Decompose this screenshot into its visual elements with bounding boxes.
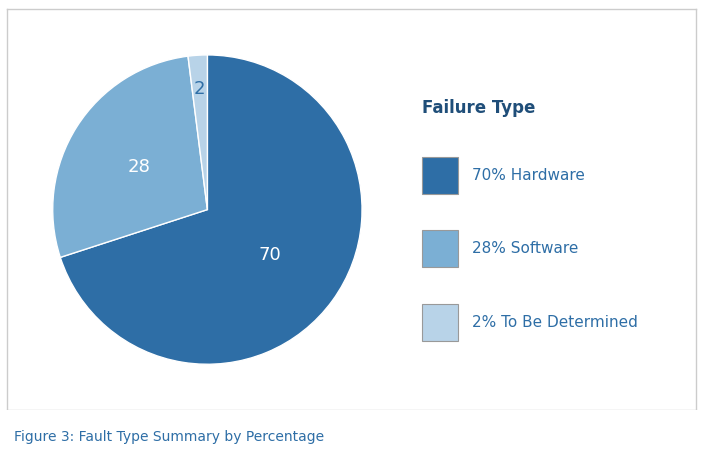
FancyBboxPatch shape <box>422 304 458 341</box>
Text: Figure 3: Fault Type Summary by Percentage: Figure 3: Fault Type Summary by Percenta… <box>14 430 324 444</box>
Wedge shape <box>53 56 207 257</box>
Wedge shape <box>60 55 362 364</box>
FancyBboxPatch shape <box>422 157 458 194</box>
Text: 28% Software: 28% Software <box>472 241 579 256</box>
Text: 70: 70 <box>259 246 281 264</box>
Text: 70% Hardware: 70% Hardware <box>472 168 586 183</box>
FancyBboxPatch shape <box>422 230 458 267</box>
Text: Failure Type: Failure Type <box>422 99 535 117</box>
Text: 2: 2 <box>194 80 205 98</box>
Text: 28: 28 <box>128 157 151 176</box>
Text: 2% To Be Determined: 2% To Be Determined <box>472 315 638 330</box>
Wedge shape <box>188 55 207 210</box>
